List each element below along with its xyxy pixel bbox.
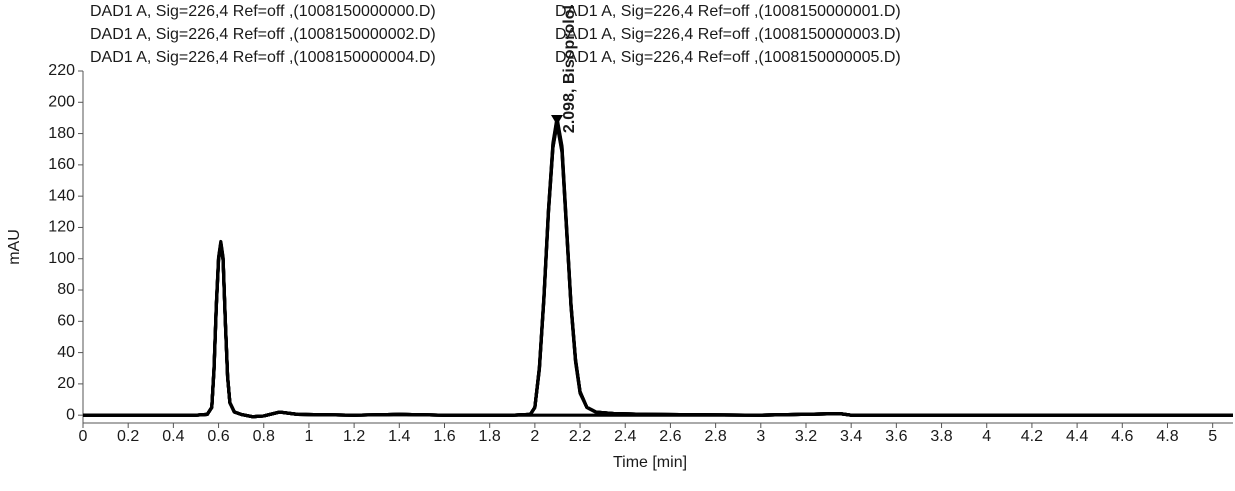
y-tick-label: 220 xyxy=(48,62,75,79)
trace xyxy=(83,121,1233,419)
x-tick-label: 1.2 xyxy=(343,428,365,445)
x-tick-label: 1 xyxy=(304,428,313,445)
y-tick-label: 200 xyxy=(48,94,75,111)
x-tick-label: 1.6 xyxy=(433,428,455,445)
x-tick-label: 0.8 xyxy=(253,428,275,445)
x-tick-label: 0 xyxy=(79,428,88,445)
x-tick-label: 0.6 xyxy=(207,428,229,445)
x-tick-label: 4.4 xyxy=(1066,428,1088,445)
trace xyxy=(83,116,1233,419)
y-tick-label: 0 xyxy=(66,406,75,423)
y-tick-label: 60 xyxy=(57,313,75,330)
y-tick-label: 120 xyxy=(48,219,75,236)
trace xyxy=(83,243,1233,419)
legend-entry: DAD1 A, Sig=226,4 Ref=off ,(100815000000… xyxy=(555,26,901,43)
legend-entry: DAD1 A, Sig=226,4 Ref=off ,(100815000000… xyxy=(90,3,436,20)
x-tick-label: 0.2 xyxy=(117,428,139,445)
trace xyxy=(83,119,1233,419)
y-tick-label: 160 xyxy=(48,156,75,173)
y-tick-label: 80 xyxy=(57,281,75,298)
x-tick-label: 3.2 xyxy=(795,428,817,445)
legend-entry: DAD1 A, Sig=226,4 Ref=off ,(100815000000… xyxy=(555,3,901,20)
legend-entry: DAD1 A, Sig=226,4 Ref=off ,(100815000000… xyxy=(90,26,436,43)
x-tick-label: 3.8 xyxy=(930,428,952,445)
x-axis-label: Time [min] xyxy=(613,454,687,471)
x-tick-label: 2.8 xyxy=(704,428,726,445)
x-tick-label: 4.6 xyxy=(1111,428,1133,445)
peak-label: 2.098, Bisoprolol xyxy=(561,5,578,133)
y-tick-label: 100 xyxy=(48,250,75,267)
x-tick-label: 1.8 xyxy=(479,428,501,445)
y-tick-label: 40 xyxy=(57,344,75,361)
x-tick-label: 5 xyxy=(1208,428,1217,445)
peak-marker xyxy=(551,115,564,126)
x-tick-label: 3.4 xyxy=(840,428,862,445)
x-tick-label: 2 xyxy=(530,428,539,445)
x-tick-label: 2.2 xyxy=(569,428,591,445)
trace xyxy=(83,122,1233,419)
x-tick-label: 3 xyxy=(756,428,765,445)
y-tick-label: 140 xyxy=(48,187,75,204)
x-tick-label: 0.4 xyxy=(162,428,184,445)
x-tick-label: 1.4 xyxy=(388,428,410,445)
y-tick-label: 20 xyxy=(57,375,75,392)
x-tick-label: 2.4 xyxy=(614,428,636,445)
trace xyxy=(83,117,1233,419)
x-tick-label: 2.6 xyxy=(659,428,681,445)
y-tick-label: 180 xyxy=(48,125,75,142)
x-tick-label: 3.6 xyxy=(885,428,907,445)
x-tick-label: 4.2 xyxy=(1021,428,1043,445)
x-tick-label: 4.8 xyxy=(1156,428,1178,445)
legend-entry: DAD1 A, Sig=226,4 Ref=off ,(100815000000… xyxy=(555,49,901,66)
legend-entry: DAD1 A, Sig=226,4 Ref=off ,(100815000000… xyxy=(90,49,436,66)
x-tick-label: 4 xyxy=(982,428,991,445)
y-axis-label: mAU xyxy=(6,229,23,265)
